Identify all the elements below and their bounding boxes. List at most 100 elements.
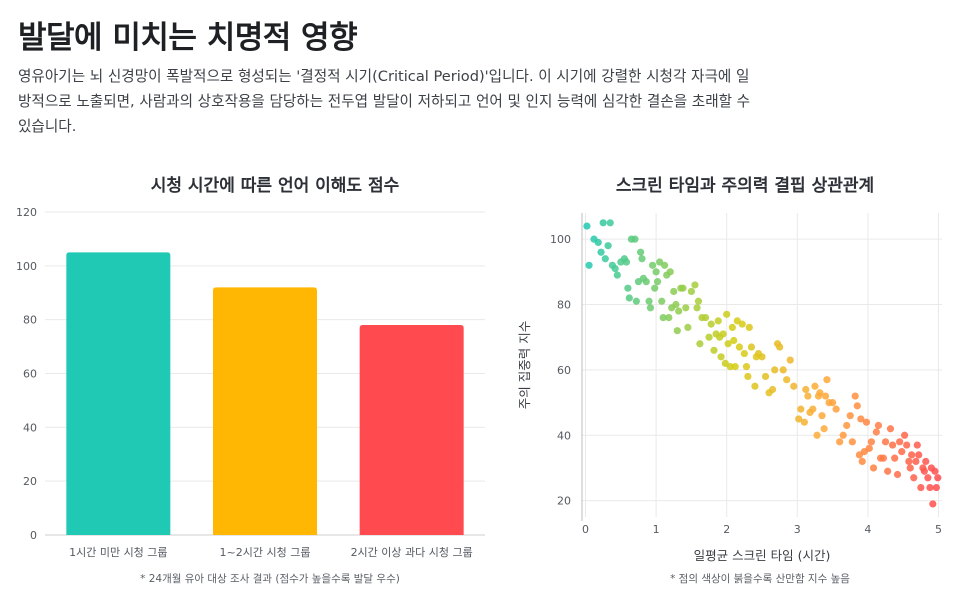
scatter-point xyxy=(665,314,673,322)
scatter-point xyxy=(932,483,940,492)
bar-y-tick-label: 40 xyxy=(23,421,37,434)
bar-1 xyxy=(66,252,171,535)
scatter-point xyxy=(818,412,826,420)
scatter-point xyxy=(862,418,871,426)
scatter-point xyxy=(865,444,873,452)
scatter-point xyxy=(636,248,645,256)
scatter-x-tick-label: 3 xyxy=(794,523,801,536)
scatter-point xyxy=(710,346,718,354)
scatter-point xyxy=(908,451,916,459)
scatter-point xyxy=(648,261,657,269)
scatter-point xyxy=(691,281,699,289)
scatter-point xyxy=(599,219,607,227)
scatter-point xyxy=(884,467,892,475)
scatter-point xyxy=(768,385,777,394)
scatter-point xyxy=(611,264,619,273)
scatter-point xyxy=(931,467,939,475)
scatter-point xyxy=(906,464,914,472)
scatter-point xyxy=(624,284,632,292)
scatter-point xyxy=(761,372,770,381)
scatter-point xyxy=(851,392,859,400)
scatter-point xyxy=(888,441,897,449)
scatter-x-axis-label: 일평균 스크린 타임 (시간) xyxy=(694,548,831,563)
scatter-y-axis-label: 주의 집중력 지수 xyxy=(517,321,532,409)
scatter-point xyxy=(701,314,710,322)
scatter-point xyxy=(893,470,902,479)
bar-x-tick-label: 1~2시간 시청 그룹 xyxy=(220,546,311,559)
bar-y-tick-label: 20 xyxy=(23,475,37,488)
scatter-point xyxy=(693,304,701,312)
scatter-y-tick-label: 60 xyxy=(557,364,571,377)
scatter-point xyxy=(726,363,734,371)
scatter-point xyxy=(857,415,865,423)
scatter-point xyxy=(809,405,817,413)
scatter-point xyxy=(821,392,830,400)
scatter-point xyxy=(905,457,913,466)
scatter-point xyxy=(724,340,732,348)
bar-y-tick-label: 120 xyxy=(16,206,37,219)
scatter-point xyxy=(795,415,803,423)
scatter-point xyxy=(903,441,911,449)
scatter-point xyxy=(684,323,692,332)
scatter-point xyxy=(929,500,937,508)
scatter-point xyxy=(730,336,738,345)
scatter-y-tick-label: 40 xyxy=(557,429,571,442)
scatter-point xyxy=(705,333,713,341)
scatter-point xyxy=(583,222,591,230)
bar-chart-note: * 24개월 유아 대상 조사 결과 (점수가 높을수록 발달 우수) xyxy=(140,573,400,585)
bar-y-tick-label: 100 xyxy=(16,260,37,273)
scatter-point xyxy=(742,363,751,371)
scatter-point xyxy=(673,327,681,335)
scatter-point xyxy=(659,314,667,322)
scatter-point xyxy=(823,376,831,384)
scatter-point xyxy=(869,464,878,472)
scatter-point xyxy=(853,402,861,410)
scatter-point xyxy=(924,474,932,482)
scatter-point xyxy=(728,323,736,332)
scatter-point xyxy=(604,242,612,250)
scatter-point xyxy=(717,353,725,361)
scatter-x-tick-label: 4 xyxy=(864,523,871,536)
scatter-point xyxy=(922,457,930,466)
scatter-point xyxy=(881,438,890,446)
scatter-point xyxy=(786,356,794,364)
scatter-point xyxy=(744,372,752,381)
scatter-point xyxy=(804,392,812,400)
scatter-point xyxy=(811,382,819,390)
scatter-y-tick-label: 20 xyxy=(557,495,571,508)
scatter-point xyxy=(719,330,727,338)
scatter-point xyxy=(660,261,669,269)
scatter-point xyxy=(642,278,650,286)
scatter-point xyxy=(832,405,840,413)
scatter-point xyxy=(694,297,703,305)
scatter-point xyxy=(601,255,609,263)
scatter-point xyxy=(891,454,899,462)
scatter-point xyxy=(917,483,925,492)
scatter-point xyxy=(820,425,828,433)
scatter-point xyxy=(638,255,646,263)
scatter-point xyxy=(723,310,731,318)
bar-y-tick-label: 0 xyxy=(30,529,37,542)
scatter-point xyxy=(646,304,655,312)
scatter-point xyxy=(652,268,660,276)
scatter-point xyxy=(874,421,883,430)
scatter-point xyxy=(848,438,856,446)
scatter-point xyxy=(747,343,756,351)
scatter-point xyxy=(625,294,633,302)
scatter-point xyxy=(714,317,722,325)
scatter-point xyxy=(776,343,784,351)
scatter-point xyxy=(672,300,680,309)
scatter-x-tick-label: 1 xyxy=(653,523,660,536)
scatter-point xyxy=(912,457,920,466)
scatter-point xyxy=(682,304,690,312)
bar-chart: 0 20 40 60 80 100 120 1시간 미만 시청 그룹 1~2시간 시청 그룹 2시… xyxy=(16,206,485,559)
scatter-point xyxy=(651,284,659,292)
bar-y-tick-label: 80 xyxy=(23,314,37,327)
scatter-point xyxy=(836,438,844,446)
scatter-point xyxy=(735,343,744,351)
bar-x-tick-label: 2시간 이상 과다 시청 그룹 xyxy=(351,546,473,559)
scatter-point xyxy=(913,441,921,449)
scatter-point xyxy=(740,349,748,358)
scatter-y-tick-label: 100 xyxy=(550,233,571,246)
scatter-point xyxy=(846,412,854,420)
